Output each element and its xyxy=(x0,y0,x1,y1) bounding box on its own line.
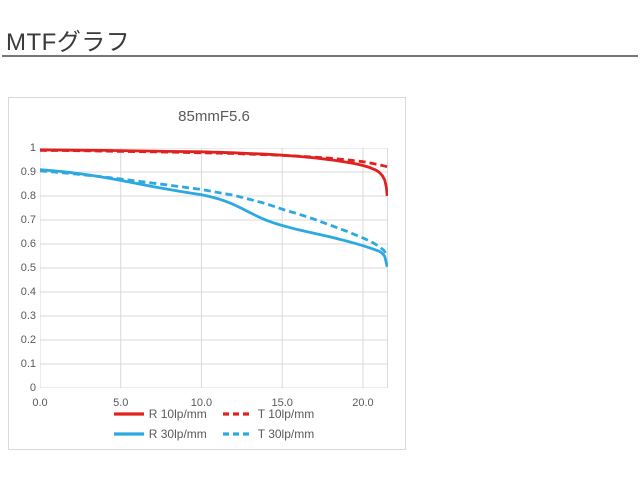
chart-title: 85mmF5.6 xyxy=(178,108,250,125)
legend-label: R 10lp/mm xyxy=(148,406,207,421)
y-tick-label: 0.9 xyxy=(20,166,36,178)
y-tick-label: 0.1 xyxy=(20,358,36,370)
series-r-30lp-mm xyxy=(40,168,388,268)
x-tick-label: 15.0 xyxy=(271,397,293,409)
mtf-chart-card: 85mmF5.6 1 0.9 0.8 0.7 0.6 0.5 0.4 0.3 0.2 0.1 0 0… xyxy=(8,97,406,450)
y-tick-label: 0.4 xyxy=(20,286,36,298)
chart-legend: R 10lp/mm T 10lp/mm R 30lp/mm T 30lp/mm xyxy=(40,404,388,443)
legend-label: T 30lp/mm xyxy=(257,426,315,441)
y-tick-label: 1 xyxy=(29,142,36,154)
x-tick-label: 5.0 xyxy=(113,397,129,409)
y-tick-label: 0.5 xyxy=(20,262,36,274)
y-tick-label: 0.8 xyxy=(20,190,36,202)
x-tick-label: 0.0 xyxy=(32,397,48,409)
legend-row: R 10lp/mm T 10lp/mm xyxy=(113,404,315,423)
legend-item-t-10lp-mm: T 10lp/mm xyxy=(222,406,315,421)
title-divider xyxy=(2,55,638,57)
dashed-line-swatch-icon xyxy=(222,411,253,416)
y-tick-label: 0.3 xyxy=(20,310,36,322)
y-tick-label: 0.6 xyxy=(20,238,36,250)
solid-line-swatch-icon xyxy=(113,431,144,436)
series-t-30lp-mm xyxy=(40,169,388,257)
series-t-10lp-mm xyxy=(40,149,388,169)
plot-area xyxy=(40,148,388,388)
solid-line-swatch-icon xyxy=(113,411,144,416)
legend-item-t-30lp-mm: T 30lp/mm xyxy=(222,426,315,441)
dashed-line-swatch-icon xyxy=(222,431,253,436)
legend-row: R 30lp/mm T 30lp/mm xyxy=(113,424,315,443)
y-tick-label: 0.7 xyxy=(20,214,36,226)
series-r-10lp-mm xyxy=(40,148,388,197)
legend-label: T 10lp/mm xyxy=(257,406,315,421)
legend-item-r-10lp-mm: R 10lp/mm xyxy=(113,406,207,421)
page-title: MTFグラフ xyxy=(6,29,131,56)
y-tick-label: 0 xyxy=(29,382,36,394)
x-tick-label: 10.0 xyxy=(190,397,213,409)
y-tick-label: 0.2 xyxy=(20,334,36,346)
legend-label: R 30lp/mm xyxy=(148,426,207,441)
x-tick-label: 20.0 xyxy=(352,397,374,409)
legend-item-r-30lp-mm: R 30lp/mm xyxy=(113,426,207,441)
